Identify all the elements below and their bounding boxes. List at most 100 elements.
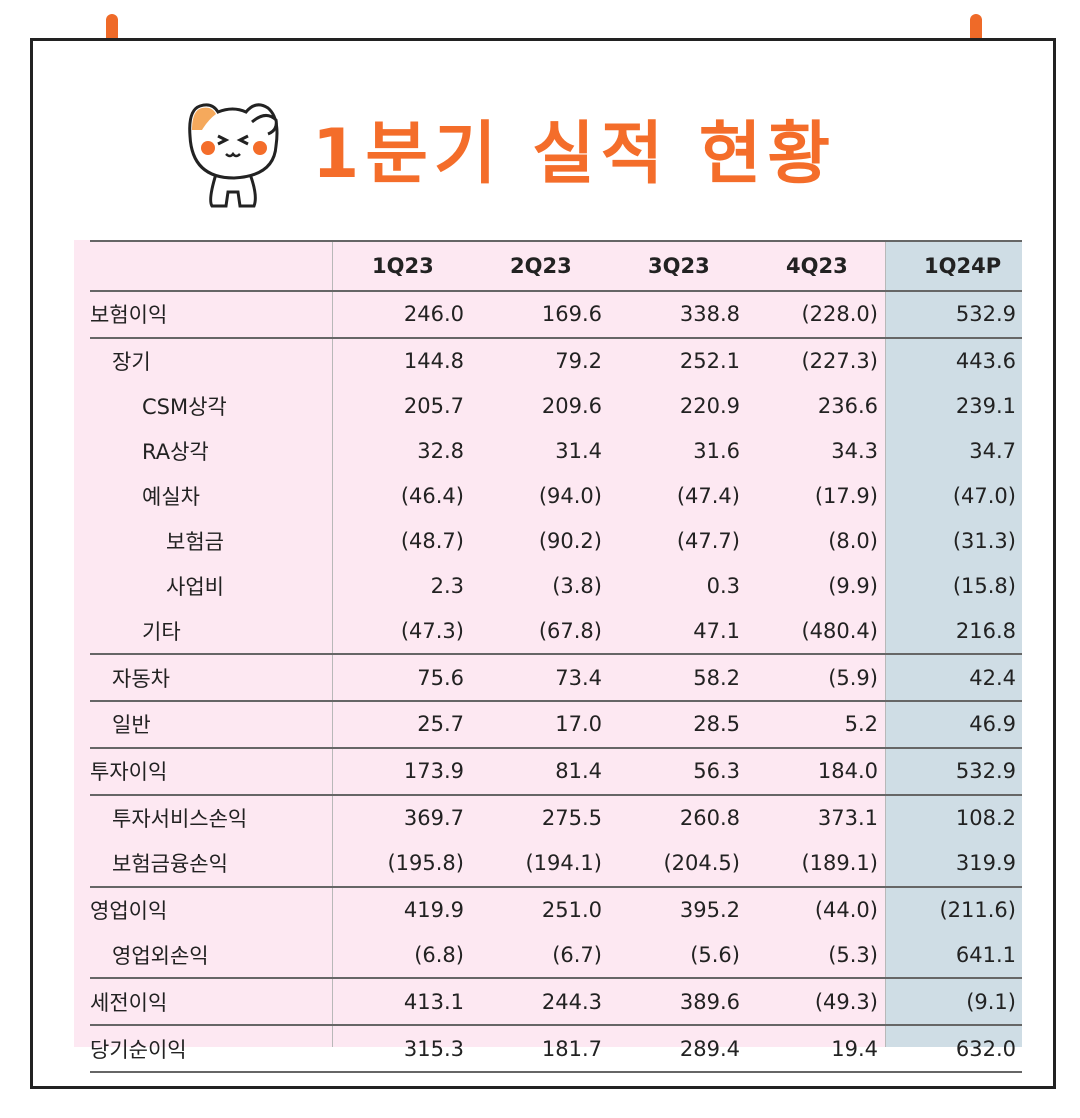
row-label: 보험이익 [90,290,332,338]
cell-value: 25.7 [332,700,470,748]
cell-value: (48.7) [400,528,464,553]
cell-value: 75.6 [332,653,470,702]
cell-value: 395.2 [608,885,746,933]
cell-value: (480.4) [801,618,878,643]
cell-value: (31.3) [952,528,1016,553]
cell-value: (47.0) [952,484,1016,508]
table-row: 영업이익 419.9 251.0 395.2 (44.0) (211.6) [90,885,1022,933]
cell-value: 32.8 [417,439,464,464]
cell-value: 319.9 [955,851,1016,876]
row-label: 기타 [142,619,181,644]
cell-value: 338.8 [608,290,746,338]
cell-value: 56.3 [608,746,746,795]
row-label: 영업외손익 [112,943,209,968]
cell-value: 31.6 [693,439,740,464]
cell-value: 81.4 [470,746,608,795]
cell-value: 315.3 [332,1024,470,1074]
header-2q23: 2Q23 [510,254,572,278]
cell-value: (9.9) [828,573,878,598]
cell-value: (17.9) [814,484,878,508]
cell-value: (8.0) [828,528,878,553]
column-divider [332,240,333,1047]
cell-value: (47.4) [676,484,740,508]
table-row: 일반 25.7 17.0 28.5 5.2 46.9 [90,700,1022,748]
row-label: 투자서비스손익 [90,793,332,841]
row-label: 일반 [90,700,332,748]
row-label: 보험금융손익 [112,852,228,877]
header-label-col [90,241,332,291]
cell-value: (15.8) [952,573,1016,598]
table-row: 보험금융손익 (195.8) (194.1) (204.5) (189.1) 319.9 [90,841,1022,887]
cell-value: 173.9 [332,746,470,795]
table-row: 영업외손익 (6.8) (6.7) (5.6) (5.3) 641.1 [90,932,1022,978]
cell-value: 443.6 [884,336,1022,384]
cell-value: (3.8) [552,573,602,598]
cell-value: 46.9 [884,700,1022,748]
table-row: 보험금 (48.7) (90.2) (47.7) (8.0) (31.3) [90,518,1022,563]
cell-value: (9.1) [884,977,1022,1026]
cell-value: 144.8 [332,336,470,384]
cell-value: 19.4 [746,1024,884,1074]
cell-value: 209.6 [541,394,602,419]
cat-mascot-icon [188,103,279,208]
cell-value: 184.0 [746,746,884,795]
cell-value: 169.6 [470,290,608,338]
cell-value: (211.6) [884,885,1022,933]
cell-value: (46.4) [400,484,464,508]
cell-value: 632.0 [884,1024,1022,1074]
table-row: 기타 (47.3) (67.8) 47.1 (480.4) 216.8 [90,608,1022,654]
cell-value: 34.7 [969,439,1016,464]
cell-value: 246.0 [332,290,470,338]
table-row: 투자서비스손익 369.7 275.5 260.8 373.1 108.2 [90,793,1022,841]
cell-value: (5.6) [690,942,740,967]
cell-value: 373.1 [746,793,884,841]
results-table: 1Q23 2Q23 3Q23 4Q23 1Q24P 보험이익 246.0 169.6… [90,240,1022,1074]
cell-value: 31.4 [555,439,602,464]
cell-value: 289.4 [608,1024,746,1074]
row-label: 예실차 [142,485,200,509]
cell-value: (6.8) [414,942,464,967]
page-title: 1분기 실적 현황 [312,115,837,194]
cell-value: (94.0) [538,484,602,508]
table-row: 자동차 75.6 73.4 58.2 (5.9) 42.4 [90,653,1022,702]
row-label: 장기 [90,336,332,384]
cell-value: 251.0 [470,885,608,933]
row-label: 당기순이익 [90,1024,332,1074]
cell-value: 181.7 [470,1024,608,1074]
header-1q24p: 1Q24P [924,254,1002,278]
row-label: 사업비 [166,574,224,599]
cell-value: 419.9 [332,885,470,933]
row-label: 영업이익 [90,885,332,933]
cell-value: 0.3 [706,573,740,598]
cell-value: (47.7) [676,528,740,553]
cell-value: (195.8) [387,851,464,876]
cell-value: (194.1) [525,851,602,876]
cell-value: (44.0) [746,885,884,933]
table-row: 예실차 (46.4) (94.0) (47.4) (17.9) (47.0) [90,474,1022,519]
cell-value: 58.2 [608,653,746,702]
cell-value: (47.3) [400,618,464,643]
cell-value: 413.1 [332,977,470,1026]
cell-value: (5.3) [828,942,878,967]
cell-value: 2.3 [430,573,464,598]
cell-value: (189.1) [801,851,878,876]
cell-value: (6.7) [552,942,602,967]
table-row: RA상각 32.8 31.4 31.6 34.3 34.7 [90,429,1022,474]
header-1q23: 1Q23 [372,254,434,278]
cell-value: 5.2 [746,700,884,748]
row-label: 보험금 [166,529,224,554]
row-label: CSM상각 [142,395,227,420]
cell-value: 369.7 [332,793,470,841]
cell-value: (90.2) [538,528,602,553]
cell-value: (67.8) [538,618,602,643]
cell-value: 47.1 [693,618,740,643]
row-label: 자동차 [90,653,332,702]
table-row: CSM상각 205.7 209.6 220.9 236.6 239.1 [90,384,1022,429]
cell-value: 17.0 [470,700,608,748]
table-header-row: 1Q23 2Q23 3Q23 4Q23 1Q24P [90,241,1022,291]
cell-value: 34.3 [831,439,878,464]
table-row: 투자이익 173.9 81.4 56.3 184.0 532.9 [90,746,1022,795]
cell-value: 205.7 [403,394,464,419]
table-row: 세전이익 413.1 244.3 389.6 (49.3) (9.1) [90,977,1022,1026]
cell-value: 239.1 [955,394,1016,419]
